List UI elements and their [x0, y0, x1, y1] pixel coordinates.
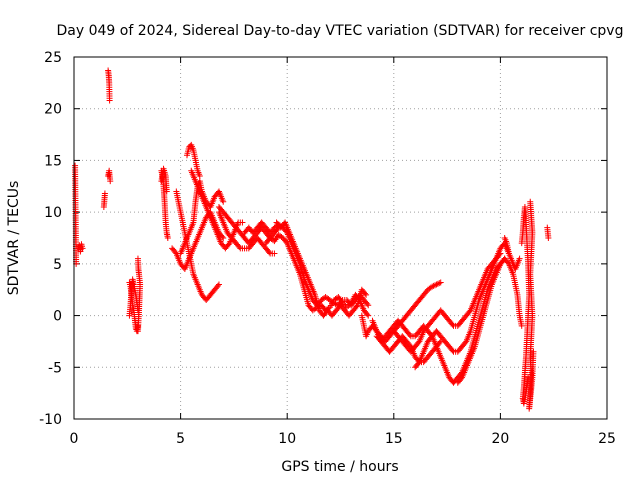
data-point [437, 279, 444, 286]
data-point [107, 178, 114, 185]
data-point [214, 282, 221, 289]
data-point [429, 283, 436, 290]
data-point [225, 241, 232, 248]
x-tick-label: 5 [176, 431, 185, 447]
data-point [449, 347, 456, 354]
chart-title: Day 049 of 2024, Sidereal Day-to-day VTE… [57, 23, 624, 39]
data-point [432, 282, 439, 289]
y-tick-label: -5 [48, 360, 62, 376]
data-point [134, 328, 141, 335]
x-tick-label: 15 [385, 431, 403, 447]
data-point [283, 238, 290, 245]
y-tick-labels: -10 -5 0 5 10 15 20 25 [39, 50, 62, 428]
data-point [365, 312, 372, 319]
y-tick-label: 20 [44, 102, 62, 118]
x-axis-label: GPS time / hours [281, 459, 398, 475]
data-point [466, 308, 473, 315]
plot-frame [73, 56, 608, 420]
data-point [436, 280, 443, 287]
data-point [362, 290, 369, 297]
x-tick-label: 20 [491, 431, 509, 447]
data-point [345, 302, 352, 309]
y-tick-label: 25 [44, 50, 62, 66]
x-tick-labels: 0 5 10 15 20 25 [70, 431, 616, 447]
data-point [363, 291, 370, 298]
y-axis-label: SDTVAR / TECUs [6, 181, 22, 296]
data-point [196, 172, 203, 179]
data-point [79, 245, 86, 252]
x-tick-label: 10 [278, 431, 296, 447]
data-point [163, 188, 170, 195]
data-point [430, 282, 437, 289]
data-point [365, 302, 372, 309]
data-point [220, 198, 227, 205]
data-point [433, 281, 440, 288]
data-point [164, 235, 171, 241]
y-tick-label: -10 [39, 412, 62, 428]
y-tick-label: 10 [44, 205, 62, 221]
y-tick-label: 5 [53, 257, 62, 273]
data-point [457, 375, 464, 382]
data-point [266, 249, 273, 256]
x-tick-label: 25 [598, 431, 616, 447]
y-tick-label: 15 [44, 153, 62, 169]
data-point [516, 255, 523, 262]
data-point [364, 311, 371, 318]
data-point [434, 280, 441, 287]
data-point [346, 301, 353, 308]
data-point [406, 331, 413, 338]
data-point [518, 322, 525, 329]
data-point [236, 244, 243, 251]
data-point [271, 250, 278, 257]
data-point [415, 339, 422, 346]
data-point [239, 219, 246, 226]
x-tick-label: 0 [70, 431, 79, 447]
data-point [415, 360, 422, 367]
data-point [101, 190, 108, 197]
data-point [545, 235, 552, 241]
data-points [72, 67, 552, 412]
data-point [462, 339, 469, 346]
data-point [106, 97, 113, 104]
data-point [172, 249, 179, 256]
data-point [530, 348, 537, 355]
data-point [449, 321, 456, 328]
y-tick-label: 0 [53, 309, 62, 325]
data-point [353, 303, 360, 310]
data-point [215, 281, 222, 288]
data-point [364, 300, 371, 307]
data-point [343, 304, 350, 311]
